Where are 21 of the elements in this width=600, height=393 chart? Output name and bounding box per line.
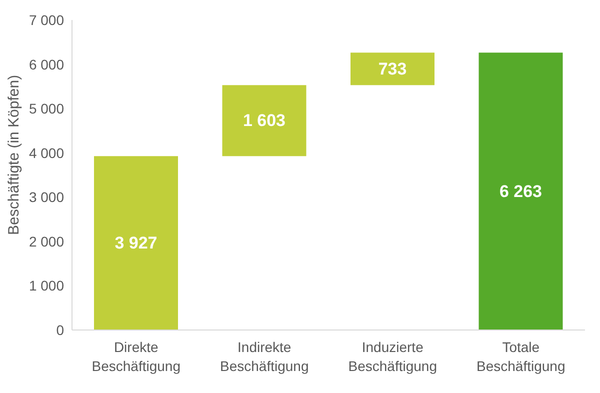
x-tick-label: Direkte Beschäftigung — [92, 339, 180, 374]
y-tick-label: 7 000 — [28, 12, 64, 28]
data-label: 1 603 — [242, 111, 286, 130]
y-tick-label: 6 000 — [28, 56, 64, 72]
bar — [222, 85, 306, 156]
y-tick-label: 5 000 — [28, 100, 64, 117]
y-tick-label: 0 — [56, 322, 64, 338]
y-tick-label: 2 000 — [28, 233, 64, 250]
x-tick-label: Induzierte Beschäftigung — [348, 339, 437, 374]
y-tick-label: 3 000 — [28, 189, 64, 206]
data-label: 3 927 — [114, 234, 158, 253]
data-label: 6 263 — [499, 182, 542, 201]
y-tick-label: 4 000 — [28, 144, 64, 161]
bar — [478, 52, 563, 330]
y-tick-label: 1 000 — [28, 278, 64, 294]
bar — [94, 156, 178, 330]
y-axis-title: Beschäftigte (in Köpfen) — [5, 74, 22, 235]
x-tick-label: Totale Beschäftigung — [476, 339, 566, 374]
bar — [350, 52, 434, 86]
data-label: 733 — [378, 59, 407, 78]
x-tick-label: Indirekte Beschäftigung — [220, 339, 309, 374]
